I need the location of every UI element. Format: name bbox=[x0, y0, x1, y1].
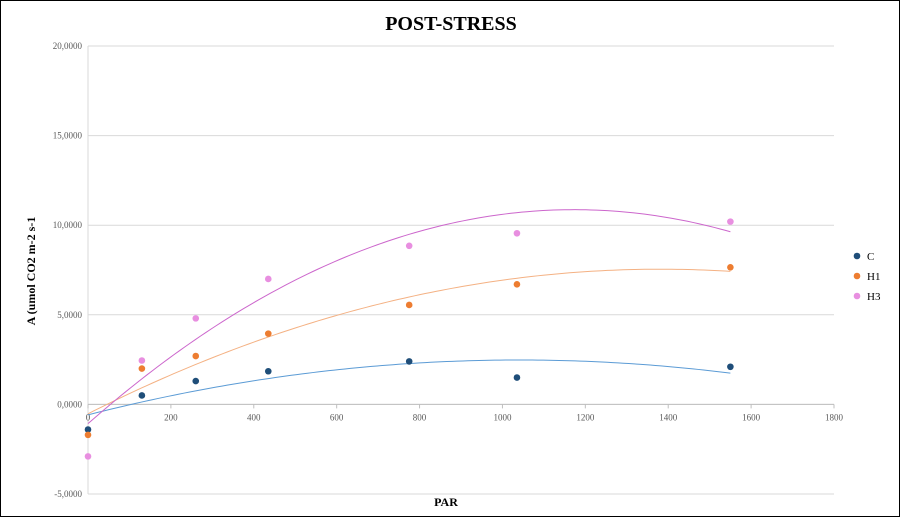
legend-marker-h1 bbox=[853, 272, 861, 280]
data-point-h1 bbox=[727, 264, 734, 271]
tick-labels: -5,0000 0,0000 5,0000 10,0000 15,0000 20,0000… bbox=[53, 41, 844, 499]
trendline-c bbox=[87, 359, 731, 416]
axes bbox=[87, 46, 835, 494]
data-points bbox=[84, 218, 734, 460]
legend-label-h3: H3 bbox=[867, 291, 881, 303]
data-point-h3 bbox=[138, 357, 146, 364]
trendline-h3 bbox=[87, 209, 731, 425]
data-point-h1 bbox=[405, 301, 413, 309]
data-point-h3 bbox=[405, 242, 413, 250]
data-point-c bbox=[727, 363, 734, 371]
x-tick-label: 400 bbox=[247, 412, 261, 422]
x-tick-label: 1200 bbox=[576, 412, 595, 422]
y-tick-label: -5,0000 bbox=[54, 489, 82, 499]
data-point-c bbox=[84, 426, 92, 433]
data-point-h1 bbox=[264, 330, 272, 337]
y-tick-label: 20,0000 bbox=[53, 41, 83, 51]
x-tick-label: 1400 bbox=[659, 412, 678, 422]
x-tick-label: 1000 bbox=[493, 412, 512, 422]
data-point-h1 bbox=[513, 281, 521, 288]
x-tick-label: 1600 bbox=[742, 412, 761, 422]
x-axis-label: PAR bbox=[434, 495, 458, 509]
data-point-h3 bbox=[84, 453, 92, 460]
chart-title: POST-STRESS bbox=[385, 13, 517, 35]
data-point-c bbox=[513, 374, 521, 381]
y-tick-label: 15,0000 bbox=[53, 131, 83, 141]
legend-label-c: C bbox=[867, 251, 874, 263]
y-tick-label: 0,0000 bbox=[57, 399, 82, 409]
data-point-c bbox=[405, 358, 413, 365]
data-point-h3 bbox=[513, 229, 521, 237]
x-tick-label: 0 bbox=[86, 412, 91, 422]
x-tick-label: 800 bbox=[413, 412, 427, 422]
y-tick-label: 10,0000 bbox=[53, 220, 83, 230]
data-point-h1 bbox=[84, 431, 92, 439]
data-point-h3 bbox=[192, 315, 200, 322]
grid-lines bbox=[88, 45, 834, 495]
data-point-h1 bbox=[192, 352, 200, 360]
y-axis-label: A (umol CO2 m-2 s-1 bbox=[24, 217, 38, 326]
data-point-c bbox=[264, 367, 272, 375]
legend: C H1 H3 bbox=[853, 251, 881, 303]
trendlines bbox=[87, 209, 731, 425]
data-point-c bbox=[138, 392, 146, 399]
x-tick-label: 600 bbox=[330, 412, 344, 422]
legend-label-h1: H1 bbox=[867, 271, 880, 283]
legend-marker-c bbox=[853, 252, 861, 260]
y-tick-label: 5,0000 bbox=[57, 310, 82, 320]
trendline-h1 bbox=[87, 268, 731, 415]
data-point-c bbox=[192, 377, 200, 385]
x-tick-label: 1800 bbox=[825, 412, 844, 422]
data-point-h3 bbox=[264, 275, 272, 283]
data-point-h1 bbox=[138, 365, 146, 372]
x-tick-label: 200 bbox=[164, 412, 178, 422]
legend-marker-h3 bbox=[853, 292, 861, 300]
data-point-h3 bbox=[727, 218, 734, 225]
